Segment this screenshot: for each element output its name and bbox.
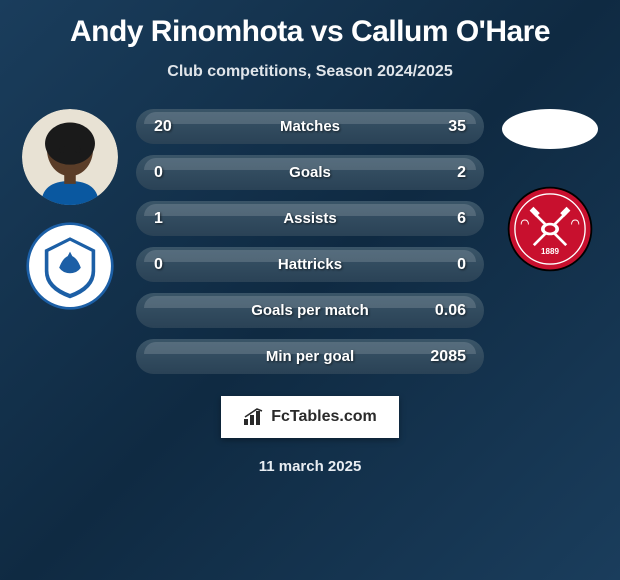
stat-label: Goals <box>289 164 331 181</box>
stat-left-val: 0 <box>154 164 194 182</box>
stat-row-assists: 1 Assists 6 <box>136 201 484 236</box>
stat-right-val: 35 <box>426 118 466 136</box>
date-text: 11 march 2025 <box>259 458 362 475</box>
stat-row-min-per-goal: Min per goal 2085 <box>136 339 484 374</box>
stat-label: Hattricks <box>278 256 342 273</box>
stat-row-matches: 20 Matches 35 <box>136 109 484 144</box>
player-left-club-badge <box>25 221 115 311</box>
stat-right-val: 2 <box>426 164 466 182</box>
stat-label: Min per goal <box>266 348 354 365</box>
player-right-club-badge: 1889 <box>505 184 595 274</box>
page-title: Andy Rinomhota vs Callum O'Hare <box>70 15 550 49</box>
footer-text: FcTables.com <box>271 408 377 426</box>
player-left-col <box>10 109 130 311</box>
player-left-avatar <box>22 109 118 205</box>
footer-badge: FcTables.com <box>221 396 399 438</box>
stat-label: Assists <box>283 210 336 227</box>
stat-left-val: 1 <box>154 210 194 228</box>
player-right-avatar <box>502 109 598 149</box>
stat-right-val: 6 <box>426 210 466 228</box>
stat-right-val: 2085 <box>426 348 466 366</box>
stats-list: 20 Matches 35 0 Goals 2 1 Assists 6 0 Ha… <box>130 109 490 374</box>
stat-row-goals: 0 Goals 2 <box>136 155 484 190</box>
chart-icon <box>243 408 265 426</box>
stats-section: 20 Matches 35 0 Goals 2 1 Assists 6 0 Ha… <box>10 109 610 374</box>
stat-left-val: 0 <box>154 256 194 274</box>
stat-left-val: 20 <box>154 118 194 136</box>
stat-right-val: 0 <box>426 256 466 274</box>
stat-row-goals-per-match: Goals per match 0.06 <box>136 293 484 328</box>
stat-row-hattricks: 0 Hattricks 0 <box>136 247 484 282</box>
stat-right-val: 0.06 <box>426 302 466 320</box>
stat-label: Matches <box>280 118 340 135</box>
subtitle: Club competitions, Season 2024/2025 <box>167 63 452 81</box>
svg-text:1889: 1889 <box>541 247 559 256</box>
player-right-col: 1889 <box>490 109 610 274</box>
stat-label: Goals per match <box>251 302 369 319</box>
